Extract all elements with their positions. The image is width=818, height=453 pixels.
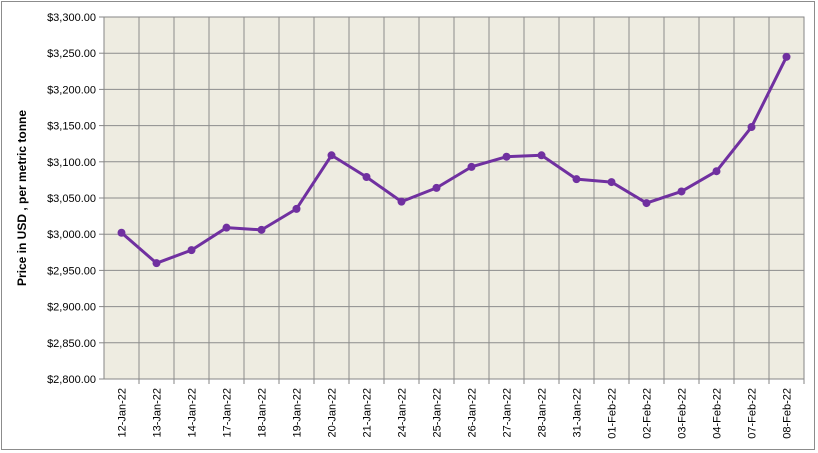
data-point	[362, 173, 371, 182]
data-point	[782, 52, 791, 61]
data-point	[432, 183, 441, 192]
data-point	[502, 152, 511, 161]
series-layer	[117, 52, 791, 268]
y-tick-label: $3,150.00	[47, 121, 96, 133]
data-point	[397, 197, 406, 206]
x-tick-label: 26-Jan-22	[467, 388, 479, 438]
x-tick-label: 01-Feb-22	[607, 388, 619, 439]
x-tick-label: 07-Feb-22	[747, 388, 759, 439]
y-tick-label: $3,200.00	[47, 84, 96, 96]
x-tick-label: 27-Jan-22	[502, 388, 514, 438]
x-tick-label: 14-Jan-22	[187, 388, 199, 438]
y-axis-ticks: $2,800.00 $2,850.00 $2,900.00 $2,950.00 $3,0…	[47, 12, 104, 386]
x-tick-label: 21-Jan-22	[362, 388, 374, 438]
data-point	[257, 225, 266, 234]
y-tick-label: $2,900.00	[47, 302, 96, 314]
data-point	[642, 199, 651, 208]
x-tick-label: 03-Feb-22	[677, 388, 689, 439]
y-tick-label: $2,950.00	[47, 265, 96, 277]
x-tick-label: 24-Jan-22	[397, 388, 409, 438]
data-point	[607, 178, 616, 187]
x-tick-label: 25-Jan-22	[432, 388, 444, 438]
data-point	[572, 175, 581, 184]
x-tick-label: 28-Jan-22	[537, 388, 549, 438]
data-point	[187, 246, 196, 255]
x-tick-label: 04-Feb-22	[712, 388, 724, 439]
y-tick-label: $3,250.00	[47, 48, 96, 60]
data-point	[712, 167, 721, 176]
y-tick-label: $3,100.00	[47, 157, 96, 169]
data-point	[327, 151, 336, 160]
x-tick-label: 08-Feb-22	[782, 388, 794, 439]
x-axis-ticks: 12-Jan-22 13-Jan-22 14-Jan-22 17-Jan-22 18-J…	[117, 379, 805, 439]
x-tick-label: 13-Jan-22	[152, 388, 164, 438]
data-point	[677, 187, 686, 196]
data-point	[152, 259, 161, 268]
y-tick-label: $2,800.00	[47, 374, 96, 386]
data-point	[292, 204, 301, 213]
data-point	[467, 162, 476, 171]
data-point	[117, 228, 126, 237]
data-point	[222, 223, 231, 232]
y-tick-label: $3,000.00	[47, 229, 96, 241]
x-tick-label: 20-Jan-22	[327, 388, 339, 438]
x-tick-label: 18-Jan-22	[257, 388, 269, 438]
y-tick-label: $3,050.00	[47, 193, 96, 205]
x-tick-label: 19-Jan-22	[292, 388, 304, 438]
x-tick-label: 17-Jan-22	[222, 388, 234, 438]
y-tick-label: $2,850.00	[47, 338, 96, 350]
gridlines	[103, 16, 805, 380]
x-tick-label: 12-Jan-22	[117, 388, 129, 438]
y-tick-label: $3,300.00	[47, 12, 96, 24]
data-point	[537, 151, 546, 160]
x-tick-label: 31-Jan-22	[572, 388, 584, 438]
y-axis-label: Price in USD , per metric tonne	[15, 110, 29, 286]
x-tick-label: 02-Feb-22	[642, 388, 654, 439]
data-point	[747, 123, 756, 132]
series-line	[120, 56, 788, 265]
